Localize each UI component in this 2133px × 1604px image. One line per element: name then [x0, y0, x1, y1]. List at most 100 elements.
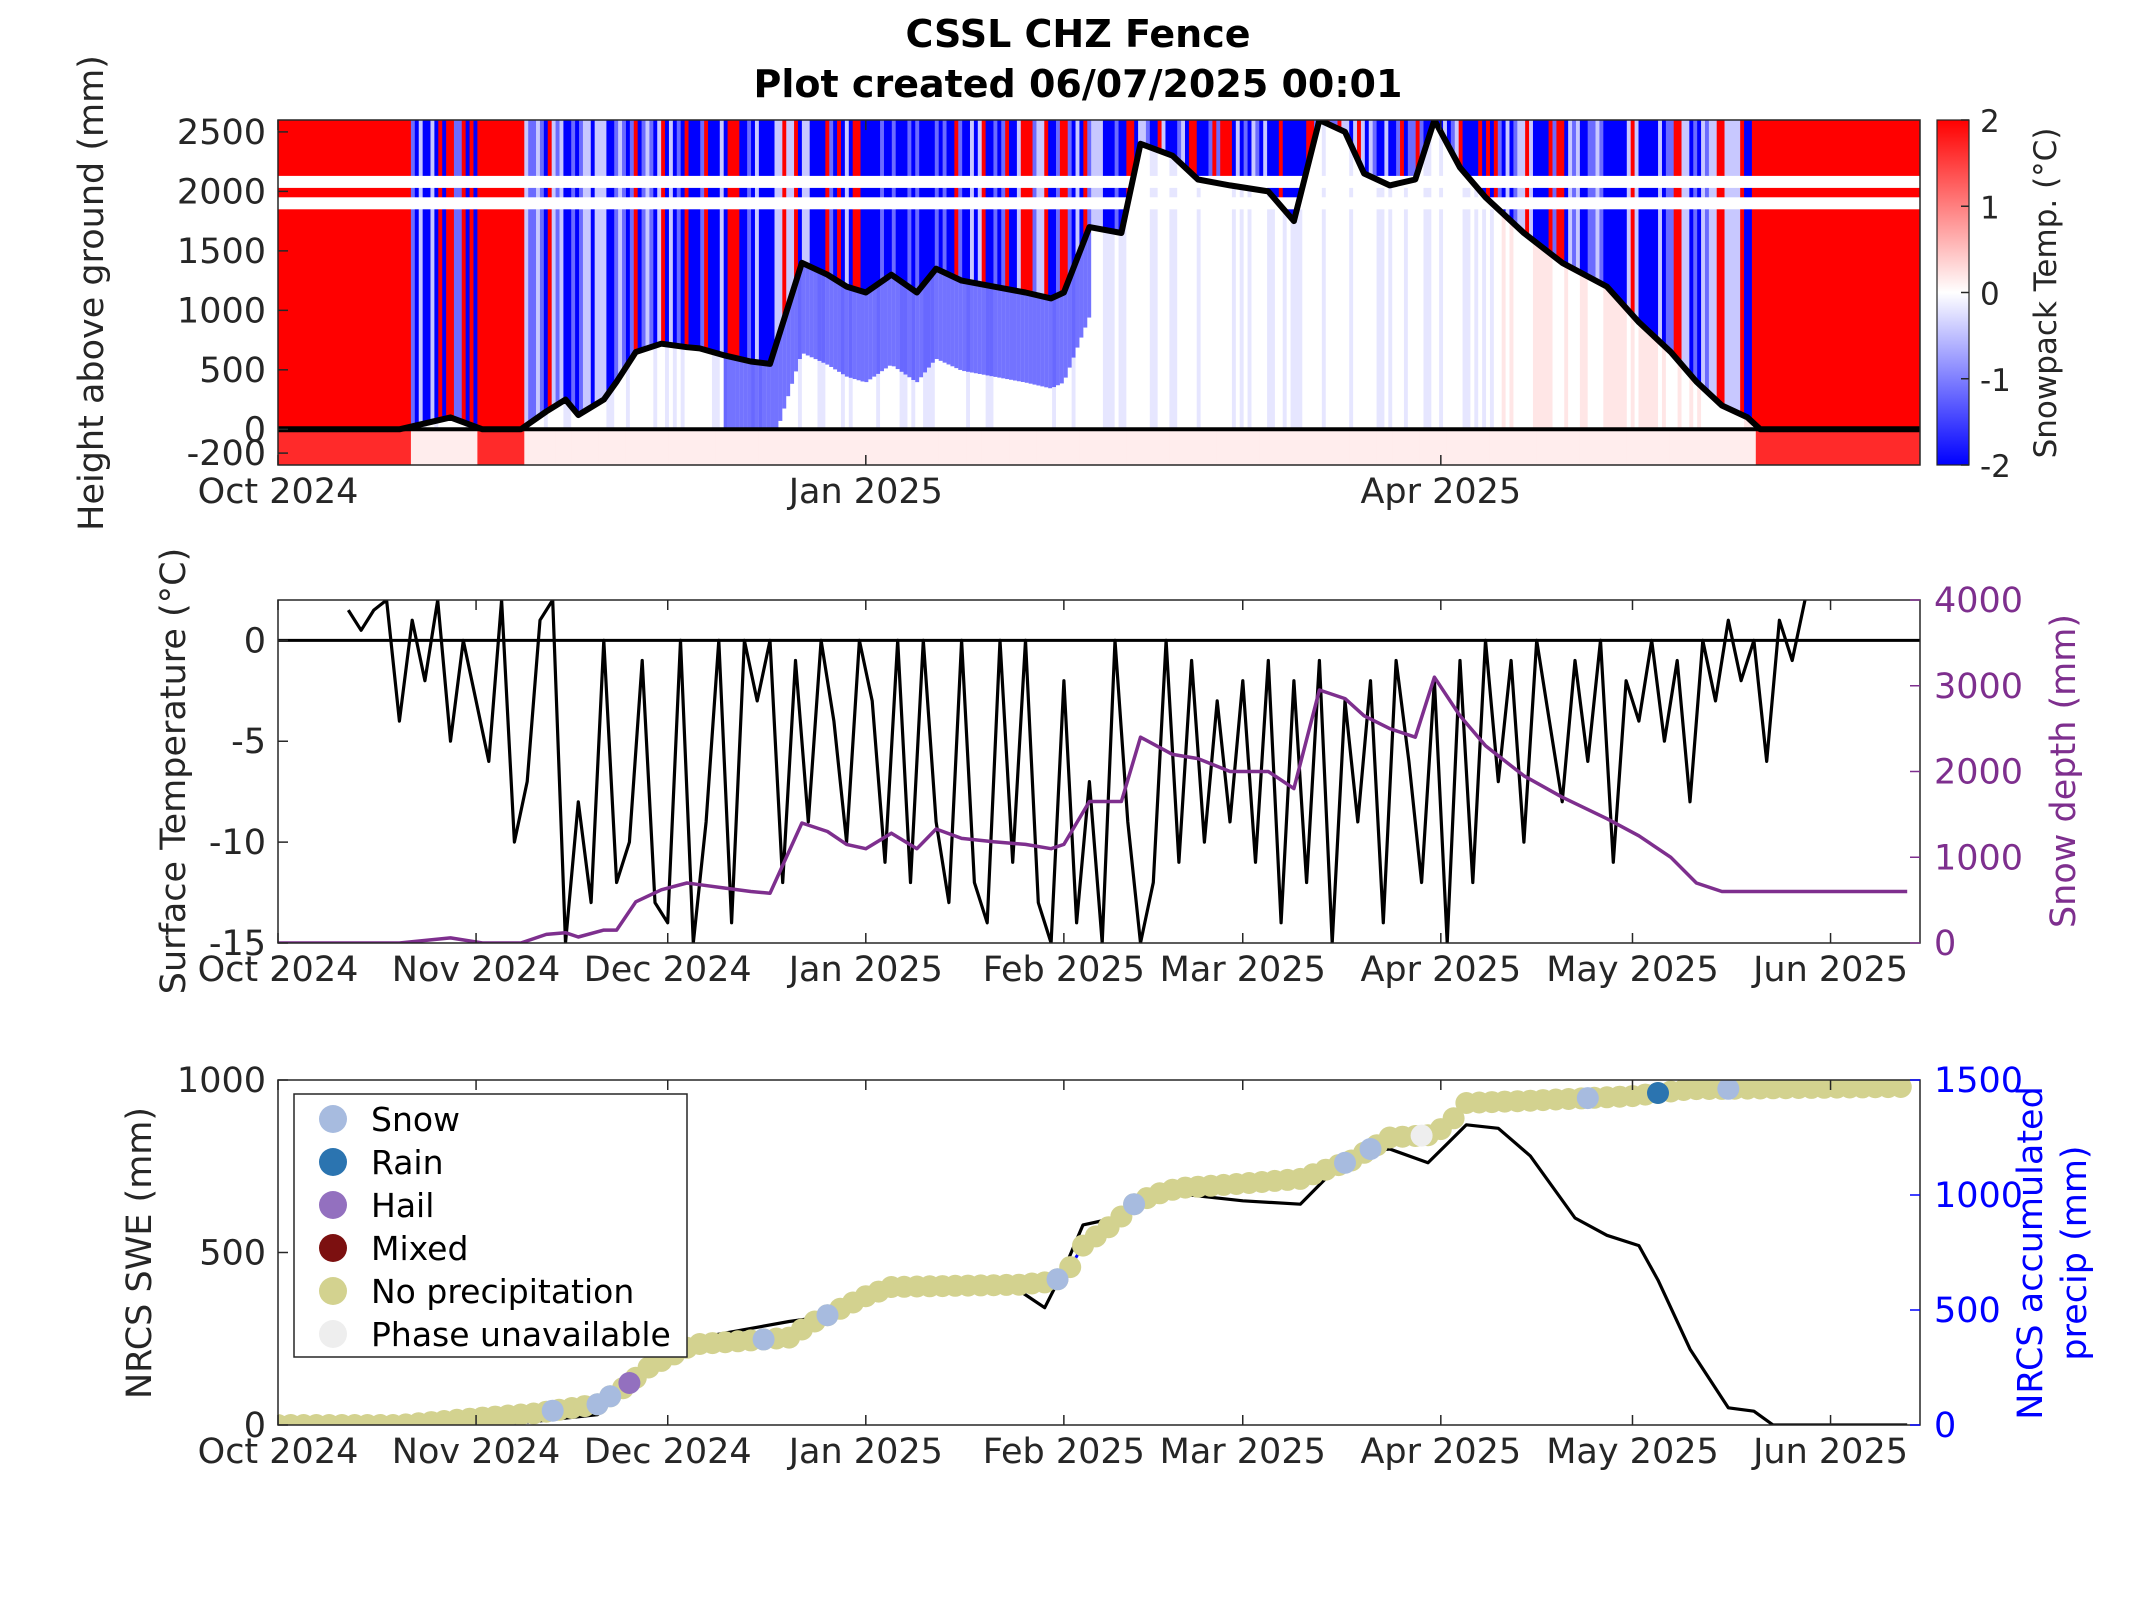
- snowpack-cell: [1470, 182, 1475, 429]
- air-temp-cell: [1771, 120, 1776, 429]
- ground-cell: [1635, 429, 1640, 465]
- snowpack-cell: [1334, 128, 1339, 430]
- ground-cell: [1791, 429, 1796, 465]
- air-temp-cell: [524, 120, 529, 425]
- cold-layer-cell: [724, 356, 729, 430]
- y-tick-label: 0: [244, 621, 266, 661]
- ground-cell: [1549, 429, 1554, 465]
- air-temp-cell: [1838, 120, 1843, 429]
- snowpack-cell: [1330, 126, 1335, 430]
- ground-cell: [1115, 429, 1120, 465]
- snowpack-cell: [1685, 371, 1690, 429]
- snowpack-cell: [1670, 353, 1675, 429]
- air-temp-cell: [759, 120, 764, 363]
- snowpack-cell: [1216, 183, 1221, 429]
- ground-cell: [1341, 429, 1346, 465]
- ground-cell: [802, 429, 807, 465]
- ground-cell: [649, 429, 654, 465]
- ground-cell: [915, 429, 920, 465]
- surface-temperature-line: [348, 600, 1805, 943]
- ground-cell: [767, 429, 772, 465]
- ground-cell: [677, 429, 682, 465]
- x-tick-label: Oct 2024: [198, 472, 359, 512]
- air-temp-cell: [1185, 120, 1190, 169]
- air-temp-cell: [646, 120, 651, 348]
- colorbar-label: Snowpack Temp. (°C): [2028, 128, 2064, 459]
- air-temp-cell: [1846, 120, 1851, 429]
- ground-cell: [481, 429, 486, 465]
- air-temp-cell: [1826, 120, 1831, 429]
- colorbar-tick-label: -1: [1980, 363, 2011, 399]
- ground-cell: [419, 429, 424, 465]
- cold-layer-cell: [954, 278, 959, 368]
- air-temp-cell: [1783, 120, 1788, 429]
- snowpack-cell: [1642, 327, 1647, 429]
- air-temp-cell: [1807, 120, 1812, 429]
- air-temp-cell: [450, 120, 455, 418]
- ground-cell: [341, 429, 346, 465]
- snowpack-cell: [1291, 220, 1296, 430]
- air-temp-cell: [1689, 120, 1694, 376]
- air-temp-cell: [532, 120, 537, 420]
- cold-layer-cell: [739, 359, 744, 429]
- air-temp-cell: [356, 120, 361, 429]
- ground-cell: [1513, 429, 1518, 465]
- ground-cell: [1232, 429, 1237, 465]
- cold-layer-cell: [931, 273, 936, 363]
- cold-layer-cell: [1001, 288, 1006, 378]
- snowpack-cell: [1388, 185, 1393, 429]
- snowpack-cell: [1259, 190, 1264, 429]
- ground-cell: [344, 429, 349, 465]
- air-temp-cell: [1768, 120, 1773, 429]
- ground-cell: [1302, 429, 1307, 465]
- snowpack-cell: [1197, 180, 1202, 430]
- snowpack-cell: [1150, 148, 1155, 429]
- snowpack-cell: [1400, 183, 1405, 430]
- snowpack-cell: [1556, 260, 1561, 430]
- ground-cell: [1412, 429, 1417, 465]
- air-temp-cell: [579, 120, 584, 413]
- unavailable-marker: [1411, 1125, 1433, 1147]
- ground-cell: [751, 429, 756, 465]
- ground-cell: [1021, 429, 1026, 465]
- air-temp-cell: [1717, 120, 1722, 402]
- air-temp-cell: [1572, 120, 1577, 269]
- snow-marker: [753, 1328, 775, 1350]
- ground-cell: [696, 429, 701, 465]
- ground-cell: [1865, 429, 1870, 465]
- air-temp-cell: [376, 120, 381, 429]
- snowpack-cell: [1494, 207, 1499, 429]
- cold-layer-cell: [728, 357, 733, 430]
- snowpack-cell: [1521, 232, 1526, 429]
- air-temp-cell: [548, 120, 553, 409]
- snowpack-cell: [1283, 210, 1288, 429]
- air-temp-cell: [1373, 120, 1378, 178]
- air-temp-cell: [313, 120, 318, 429]
- air-temp-cell: [1111, 120, 1116, 231]
- air-temp-cell: [309, 120, 314, 429]
- cold-layer-cell: [810, 267, 815, 357]
- ground-cell: [1650, 429, 1655, 465]
- ground-cell: [509, 429, 514, 465]
- ground-cell: [1537, 429, 1542, 465]
- ground-cell: [348, 429, 353, 465]
- air-temp-cell: [462, 120, 467, 422]
- air-temp-cell: [1369, 120, 1374, 177]
- ground-cell: [1857, 429, 1862, 465]
- ground-cell: [1208, 429, 1213, 465]
- air-temp-cell: [1580, 120, 1585, 273]
- snowpack-cell: [1318, 120, 1323, 429]
- ground-cell: [958, 429, 963, 465]
- air-temp-cell: [442, 120, 447, 419]
- cold-layer-cell: [747, 361, 752, 429]
- ground-cell: [1705, 429, 1710, 465]
- air-temp-cell: [473, 120, 478, 427]
- cold-layer-cell: [1076, 258, 1081, 348]
- ground-cell: [1001, 429, 1006, 465]
- snowpack-cell: [1697, 384, 1702, 429]
- snowpack-cell: [1623, 307, 1628, 430]
- ground-cell: [1463, 429, 1468, 465]
- air-temp-cell: [1760, 120, 1765, 429]
- ground-cell: [763, 429, 768, 465]
- ground-cell: [1494, 429, 1499, 465]
